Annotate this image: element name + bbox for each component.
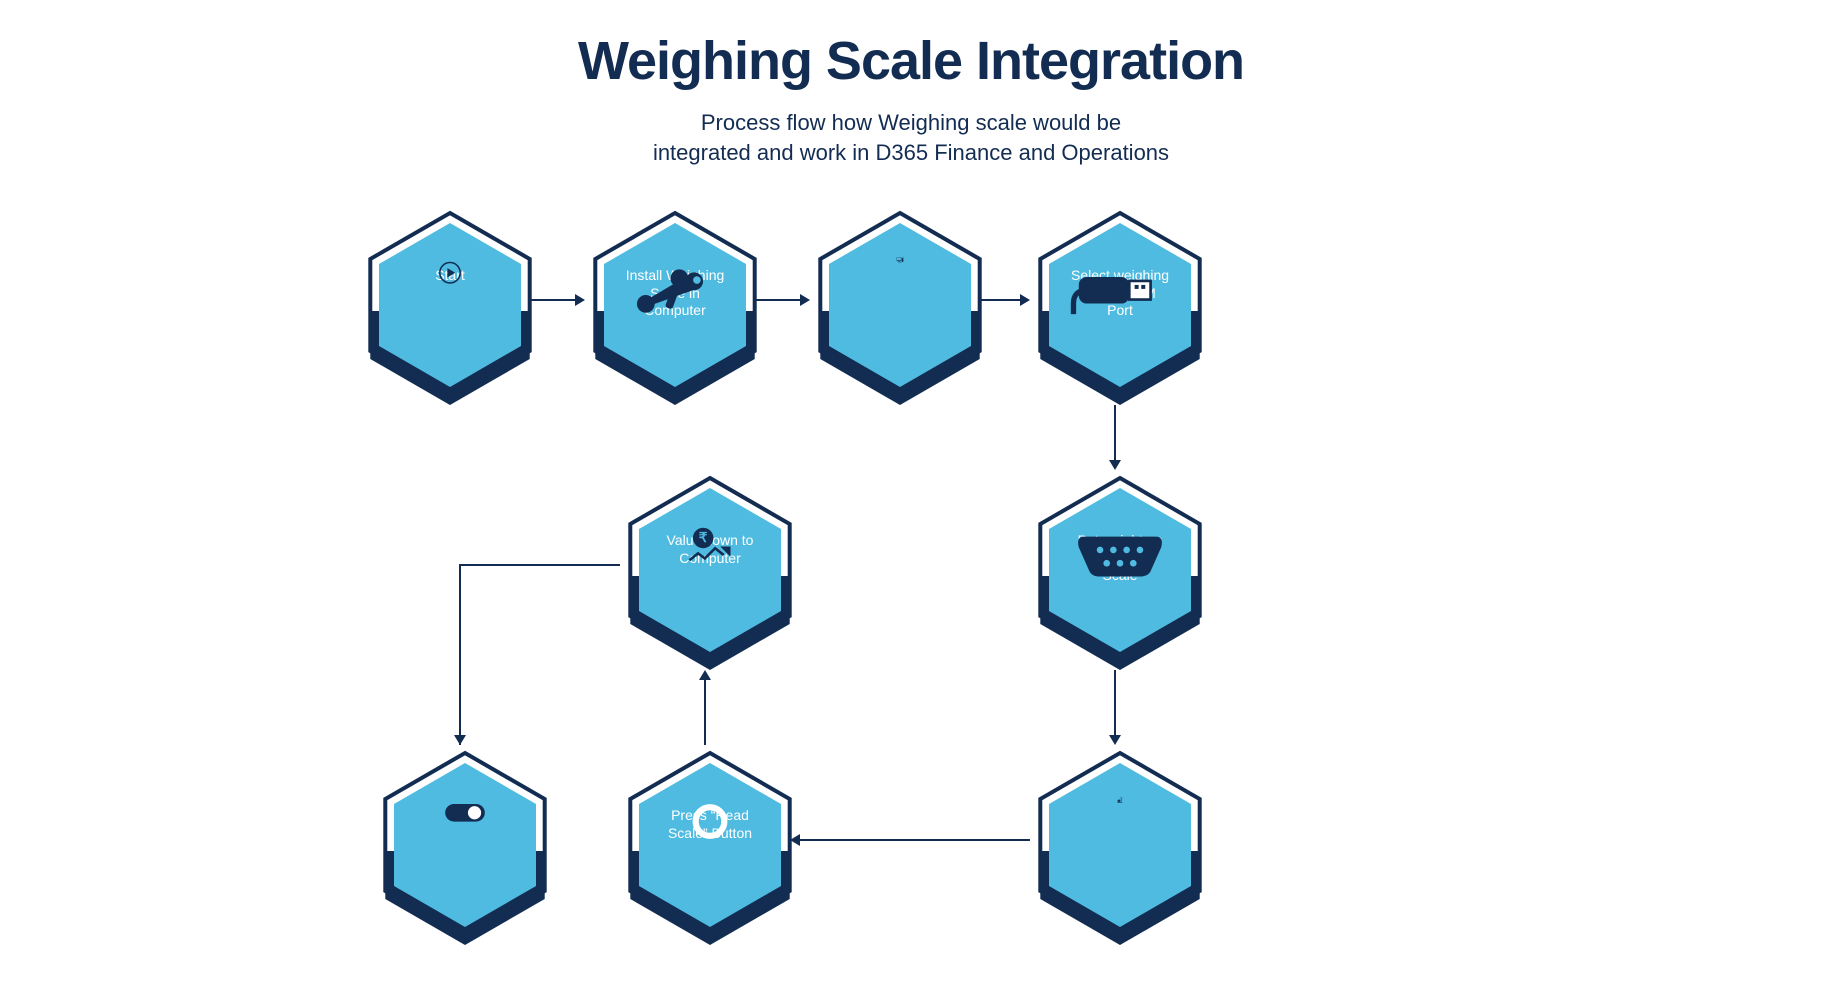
edge-value_flown-to-end [454,565,620,745]
flow-node-content: Start [380,261,520,285]
flowchart-canvas: Weighing Scale Integration Process flow … [0,0,1822,1000]
flow-node-content: End [395,801,535,825]
edge-press_read-to-value_flown [699,670,711,745]
flow-node-content: ₹ Value flown toComputer [640,526,780,567]
flow-node-value_flown: ₹ Value flown toComputer [620,470,800,670]
flow-node-end: End [375,745,555,945]
flow-node-start: Start [360,205,540,405]
flow-node-content: Press “ReadScale” Button [640,801,780,842]
flow-node-press_read: Press “ReadScale” Button [620,745,800,945]
flow-node-content [830,257,970,263]
flow-node-content [1050,797,1190,803]
flow-node-put_weight: Put weight onWeighingScale [1030,470,1210,670]
svg-text:₹: ₹ [699,530,708,545]
flow-node-select_port: Select weighingScale COMPort [1030,205,1210,405]
edges-layer [0,0,1822,1000]
flow-node-content: Put weight onWeighingScale [1050,526,1190,585]
flow-node-install: Install WeighingScale inComputer [585,205,765,405]
flow-node-computer [810,205,990,405]
edge-select_port-to-put_weight [1109,405,1121,470]
edge-put_weight-to-scale [1109,670,1121,745]
flow-node-content: Select weighingScale COMPort [1050,261,1190,320]
edge-scale-to-press_read [790,834,1030,846]
flow-node-scale [1030,745,1210,945]
flow-node-content: Install WeighingScale inComputer [605,261,745,320]
